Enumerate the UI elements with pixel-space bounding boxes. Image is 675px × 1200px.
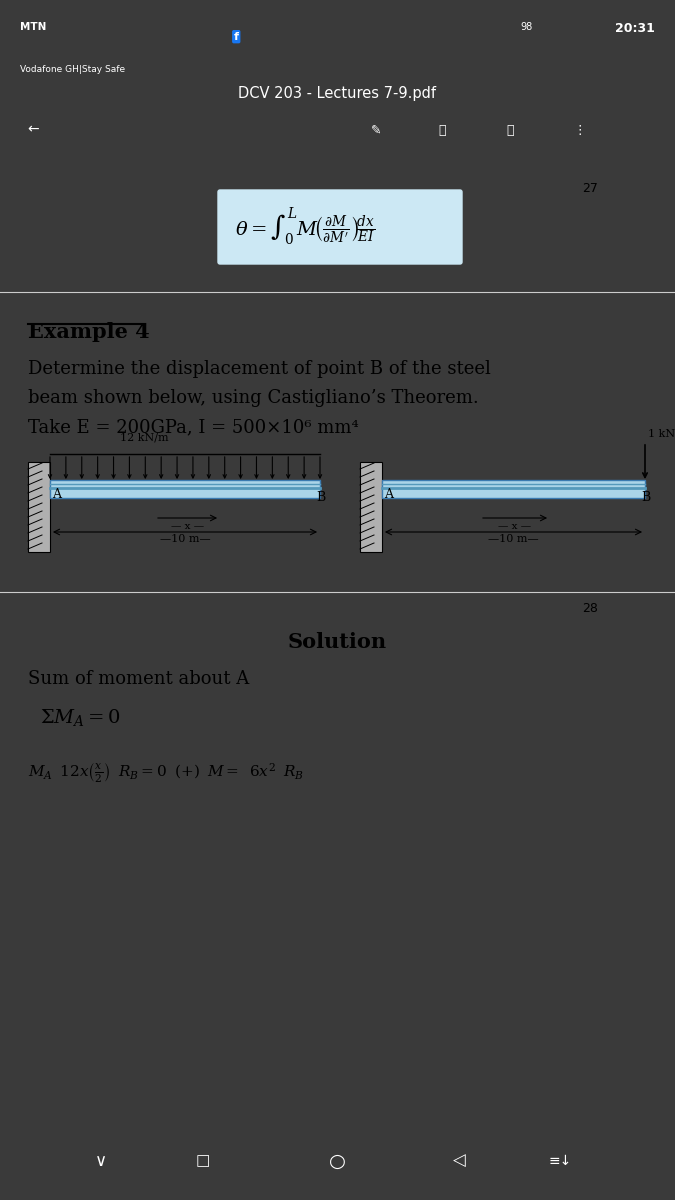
Text: Determine the displacement of point B of the steel: Determine the displacement of point B of… (28, 360, 491, 378)
Text: Vodafone GH|Stay Safe: Vodafone GH|Stay Safe (20, 65, 126, 73)
Text: ✎: ✎ (371, 124, 382, 137)
Text: ⤢: ⤢ (506, 124, 514, 137)
Text: beam shown below, using Castigliano’s Theorem.: beam shown below, using Castigliano’s Th… (28, 389, 479, 407)
Text: $M_A \;\; 12x\left(\frac{x}{2}\right) \;\; R_B = 0 \;\; (+) \;\; M = \;\; 6x^2 \: $M_A \;\; 12x\left(\frac{x}{2}\right) \;… (28, 762, 304, 785)
Text: f: f (234, 31, 239, 42)
Text: — x —: — x — (498, 522, 532, 530)
Text: 28: 28 (582, 602, 598, 616)
Bar (28, 462, 50, 552)
Text: ∨: ∨ (95, 1152, 107, 1170)
Text: 20:31: 20:31 (615, 22, 655, 35)
Text: B: B (641, 491, 650, 504)
Bar (382, 480, 645, 498)
Text: Example 4: Example 4 (28, 322, 150, 342)
Text: □: □ (195, 1153, 210, 1169)
Text: ≡↓: ≡↓ (549, 1154, 572, 1168)
Text: 12 kN/m: 12 kN/m (120, 432, 169, 442)
FancyBboxPatch shape (218, 190, 462, 264)
Text: Solution: Solution (288, 632, 387, 652)
Text: ○: ○ (329, 1152, 346, 1170)
Text: DCV 203 - Lectures 7-9.pdf: DCV 203 - Lectures 7-9.pdf (238, 86, 437, 101)
Text: 98: 98 (520, 22, 533, 31)
Text: $\Sigma M_A = 0$: $\Sigma M_A = 0$ (40, 707, 121, 728)
Text: —10 m—: —10 m— (487, 534, 539, 544)
Bar (50, 480, 320, 498)
Text: Sum of moment about A: Sum of moment about A (28, 670, 249, 688)
Text: 1 kN: 1 kN (648, 430, 675, 439)
Text: ⌕: ⌕ (439, 124, 446, 137)
Text: $\theta = \int_0^L M\!\left(\frac{\partial M}{\partial M'}\right)\!\frac{dx}{EI}: $\theta = \int_0^L M\!\left(\frac{\parti… (235, 206, 375, 248)
Text: —10 m—: —10 m— (160, 534, 211, 544)
Text: — x —: — x — (171, 522, 205, 530)
Text: MTN: MTN (20, 22, 47, 31)
Text: 27: 27 (582, 182, 598, 196)
Text: ◁: ◁ (453, 1152, 465, 1170)
Text: A: A (52, 488, 61, 502)
Text: ⋮: ⋮ (574, 124, 587, 137)
Text: Take E = 200GPa, I = 500×10⁶ mm⁴: Take E = 200GPa, I = 500×10⁶ mm⁴ (28, 418, 358, 436)
Text: ←: ← (27, 122, 38, 137)
Bar (360, 462, 382, 552)
Text: A: A (384, 488, 393, 502)
Text: B: B (316, 491, 325, 504)
